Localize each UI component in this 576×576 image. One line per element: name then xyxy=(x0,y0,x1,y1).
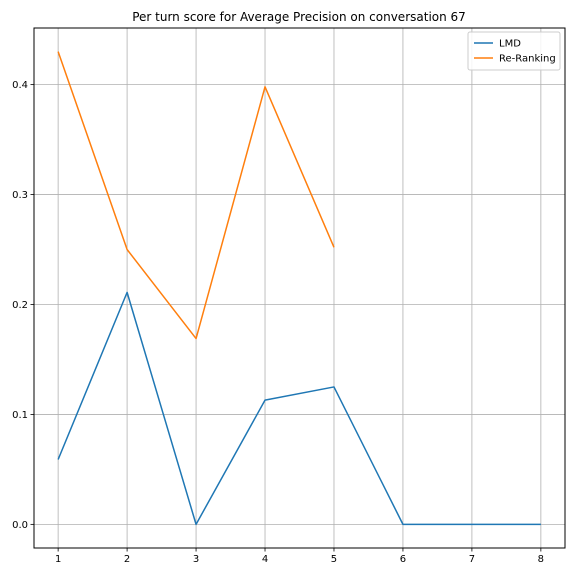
y-tick-label: 0.2 xyxy=(12,300,28,311)
chart-title: Per turn score for Average Precision on … xyxy=(132,10,466,24)
x-axis: 1 2 3 4 5 6 7 8 xyxy=(55,548,544,565)
x-tick-label: 5 xyxy=(331,554,337,565)
y-tick-label: 0.4 xyxy=(12,80,28,91)
legend-box xyxy=(467,31,561,71)
plot-frame xyxy=(33,27,566,549)
x-tick-label: 1 xyxy=(55,554,61,565)
x-tick-label: 7 xyxy=(469,554,475,565)
data-point-lmd xyxy=(195,523,198,526)
series-line-lmd xyxy=(57,291,541,526)
data-point-lmd xyxy=(57,458,60,461)
series-line-re-ranking xyxy=(57,51,335,340)
legend-label-lmd: LMD xyxy=(499,39,521,50)
x-tick-label: 3 xyxy=(193,554,199,565)
data-point-re-ranking xyxy=(264,85,267,88)
x-tick-label: 6 xyxy=(400,554,406,565)
data-point-re-ranking xyxy=(332,246,335,249)
data-point-lmd xyxy=(401,523,404,526)
data-point-re-ranking xyxy=(195,337,198,340)
data-point-lmd xyxy=(126,291,129,294)
data-point-lmd xyxy=(332,385,335,388)
data-point-lmd xyxy=(264,399,267,402)
legend: LMD Re-Ranking xyxy=(467,31,561,71)
y-tick-label: 0.1 xyxy=(12,410,28,421)
data-point-re-ranking xyxy=(126,248,129,251)
y-axis: 0.0 0.1 0.2 0.3 0.4 xyxy=(12,80,34,531)
data-point-lmd xyxy=(539,523,542,526)
data-point-lmd xyxy=(470,523,473,526)
x-tick-label: 2 xyxy=(124,554,130,565)
data-point-re-ranking xyxy=(57,50,60,53)
y-tick-label: 0.0 xyxy=(12,520,28,531)
x-tick-label: 4 xyxy=(262,554,268,565)
y-tick-label: 0.3 xyxy=(12,190,28,201)
series-lines xyxy=(57,50,542,526)
legend-label-re-ranking: Re-Ranking xyxy=(499,54,556,65)
x-tick-label: 8 xyxy=(538,554,544,565)
